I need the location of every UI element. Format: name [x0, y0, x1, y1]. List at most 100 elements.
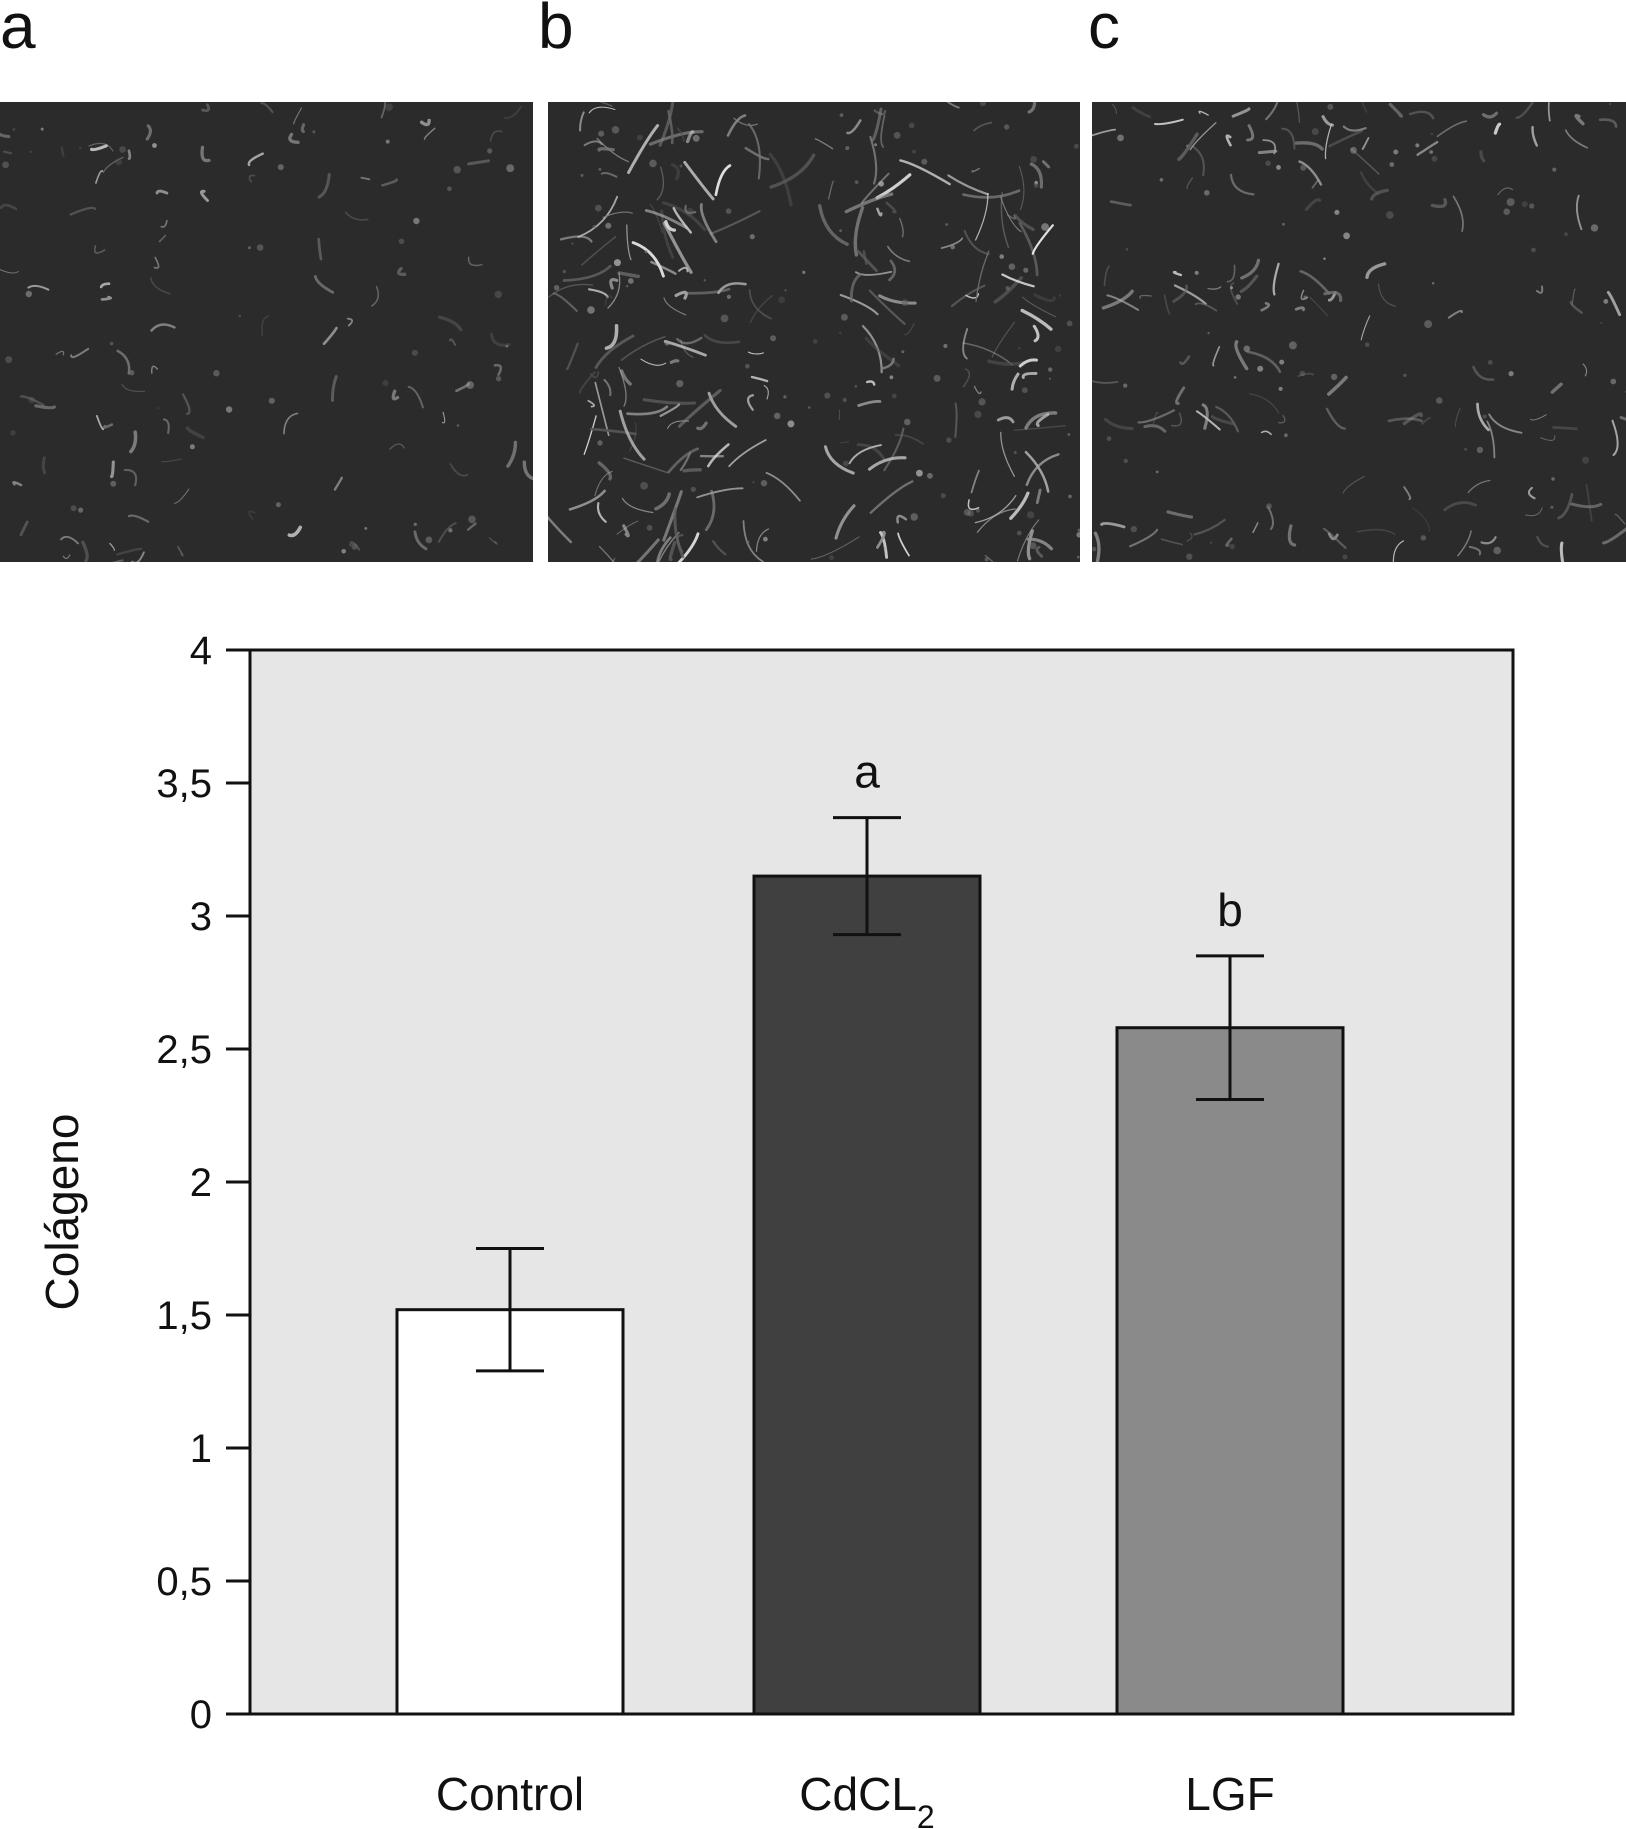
- collagen-fiber: [661, 201, 707, 232]
- collagen-fiber: [839, 294, 879, 316]
- y-tick-label: 0: [190, 1693, 212, 1737]
- tissue-speck: [456, 424, 460, 427]
- y-tick-label: 3,5: [156, 762, 212, 806]
- collagen-fiber: [1430, 197, 1448, 209]
- plot-frame: [248, 648, 1515, 1716]
- collagen-fiber: [589, 427, 637, 436]
- collagen-fiber: [300, 123, 306, 134]
- collagen-fiber: [493, 363, 503, 376]
- tissue-speck: [506, 164, 515, 173]
- tissue-speck: [1429, 150, 1434, 154]
- tissue-speck: [1299, 370, 1306, 377]
- collagen-fiber: [1582, 363, 1588, 377]
- tissue-speck: [1048, 367, 1053, 372]
- collagen-fiber: [153, 256, 160, 269]
- collagen-fiber: [1106, 294, 1140, 311]
- collagen-fiber: [559, 235, 593, 243]
- tissue-speck: [637, 134, 643, 141]
- collagen-fiber: [649, 204, 663, 234]
- collagen-fiber: [962, 368, 971, 388]
- tissue-speck: [1204, 190, 1210, 196]
- tissue-speck: [984, 557, 989, 562]
- x-category-label: Control: [436, 1768, 584, 1820]
- collagen-fiber: [894, 434, 924, 445]
- collagen-fiber: [349, 541, 361, 551]
- collagen-fiber: [19, 395, 45, 407]
- tissue-speck: [1415, 143, 1420, 148]
- tissue-speck: [625, 284, 629, 288]
- collagen-fiber: [12, 481, 23, 487]
- collagen-fiber: [677, 532, 700, 562]
- tissue-speck: [385, 139, 390, 144]
- collagen-fiber: [123, 468, 138, 487]
- collagen-fiber: [814, 138, 834, 150]
- tissue-speck: [598, 168, 602, 171]
- collagen-fiber: [88, 142, 114, 152]
- collagen-fiber: [656, 166, 665, 201]
- collagen-fiber: [1476, 402, 1490, 432]
- tissue-speck: [1233, 376, 1237, 379]
- panel-letter-c: c: [1088, 0, 1120, 62]
- x-category-label: LGF: [1185, 1768, 1274, 1820]
- tissue-speck: [1476, 446, 1484, 454]
- collagen-fiber: [381, 178, 399, 187]
- collagen-fiber: [1026, 529, 1034, 561]
- collagen-fiber: [763, 385, 769, 400]
- collagen-fiber: [69, 206, 97, 216]
- tissue-speck: [1529, 203, 1535, 209]
- collagen-fiber: [1171, 412, 1182, 427]
- tissue-speck: [824, 392, 831, 399]
- collagen-fiber: [1598, 118, 1618, 128]
- collagen-fiber: [177, 546, 184, 557]
- collagen-fiber: [1137, 409, 1175, 424]
- collagen-fiber: [946, 102, 960, 109]
- tissue-speck: [874, 143, 878, 147]
- tissue-speck: [908, 122, 915, 129]
- collagen-fiber: [1035, 488, 1042, 505]
- tissue-speck: [1008, 263, 1016, 270]
- collagen-fiber: [1472, 365, 1495, 381]
- tissue-speck: [453, 166, 461, 174]
- collagen-fiber: [1309, 296, 1329, 317]
- tissue-speck: [916, 469, 923, 477]
- tissue-speck: [225, 406, 233, 413]
- panel-letter-a: a: [0, 0, 36, 62]
- tissue-speck: [839, 331, 842, 334]
- collagen-fiber: [1025, 453, 1060, 486]
- collagen-fiber: [746, 394, 755, 411]
- collagen-fiber: [344, 211, 369, 221]
- collagen-fiber: [749, 294, 774, 324]
- tissue-speck: [248, 246, 251, 250]
- collagen-fiber: [662, 221, 693, 274]
- tissue-speck: [1029, 542, 1037, 550]
- collagen-fiber: [896, 514, 908, 524]
- collagen-fiber: [568, 489, 606, 511]
- tissue-speck: [676, 380, 684, 388]
- collagen-fiber: [676, 336, 703, 345]
- micrograph-texture: [1092, 102, 1626, 562]
- error-bar-control: [476, 1247, 544, 1373]
- tissue-speck: [812, 339, 818, 344]
- collagen-fiber: [1093, 531, 1101, 562]
- collagen-fiber: [503, 105, 522, 120]
- tissue-speck: [752, 481, 755, 484]
- collagen-fiber: [261, 315, 270, 337]
- tissue-speck: [1123, 458, 1128, 464]
- tissue-speck: [1013, 451, 1017, 454]
- collagen-fiber: [973, 385, 982, 395]
- collagen-fiber: [1356, 528, 1396, 536]
- collagen-fiber: [467, 159, 490, 166]
- collagen-fiber: [1298, 160, 1323, 186]
- collagen-fiber: [1018, 221, 1039, 277]
- tissue-speck: [787, 420, 795, 428]
- collagen-fiber: [1215, 405, 1240, 433]
- collagen-fiber: [34, 404, 56, 410]
- tissue-speck: [979, 102, 986, 107]
- tissue-speck: [1420, 535, 1427, 541]
- collagen-fiber: [1186, 177, 1194, 190]
- collagen-fiber: [1619, 416, 1626, 421]
- tissue-speck: [778, 296, 785, 304]
- collagen-fiber: [360, 176, 371, 181]
- tissue-speck: [2, 161, 9, 169]
- collagen-fiber: [293, 107, 302, 125]
